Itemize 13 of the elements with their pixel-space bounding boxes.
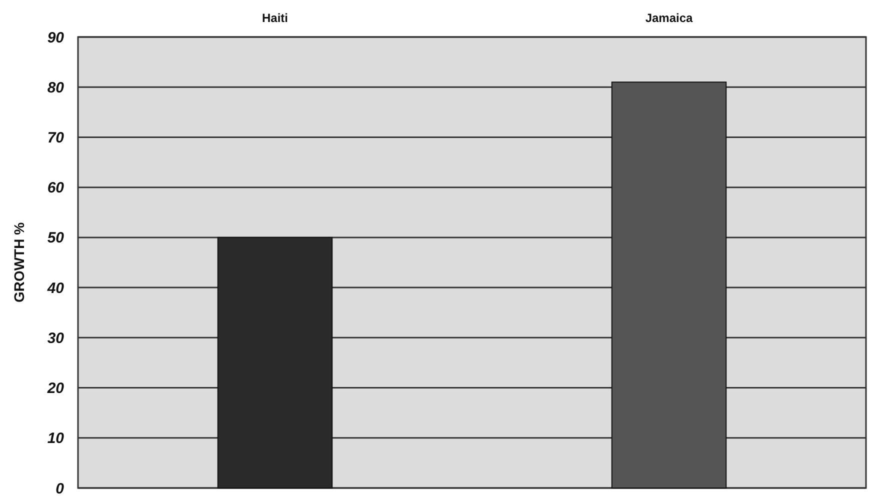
x-tick-label: Jamaica bbox=[645, 11, 694, 25]
y-tick-label: 0 bbox=[56, 480, 65, 498]
y-tick-label: 20 bbox=[46, 380, 65, 398]
y-tick-label: 40 bbox=[46, 280, 65, 297]
y-tick-label: 70 bbox=[47, 129, 65, 146]
x-tick-label: Haiti bbox=[262, 11, 288, 25]
y-tick-label: 50 bbox=[47, 230, 65, 247]
y-tick-label: 10 bbox=[47, 430, 65, 448]
y-tick-label: 60 bbox=[47, 180, 65, 197]
y-axis-title: GROWTH % bbox=[11, 222, 27, 303]
y-tick-label: 30 bbox=[47, 330, 65, 347]
y-tick-label: 90 bbox=[47, 29, 65, 46]
y-tick-label: 80 bbox=[47, 79, 65, 96]
